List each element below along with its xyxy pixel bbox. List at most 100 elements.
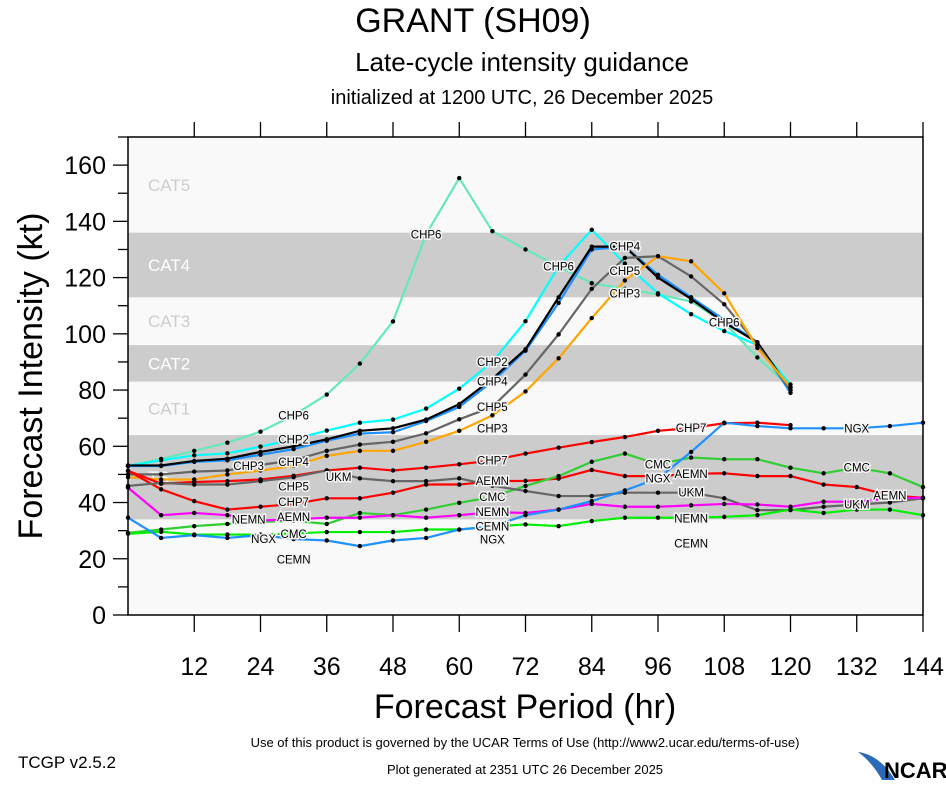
data-point xyxy=(423,439,429,444)
data-point xyxy=(589,518,594,524)
data-point xyxy=(490,483,495,488)
series-label: NGX xyxy=(480,534,505,546)
data-point xyxy=(523,247,528,252)
data-point xyxy=(423,232,429,237)
data-point xyxy=(755,502,760,507)
data-point xyxy=(291,517,296,522)
data-point xyxy=(324,437,329,442)
data-point xyxy=(523,512,528,518)
series-label: NGX xyxy=(646,473,671,485)
data-point xyxy=(655,476,661,481)
data-point xyxy=(622,278,628,283)
data-point xyxy=(225,507,230,512)
data-point xyxy=(158,472,164,477)
data-point xyxy=(390,417,396,422)
data-point xyxy=(556,493,561,499)
data-point xyxy=(490,524,495,529)
data-point xyxy=(357,428,363,434)
data-point xyxy=(457,512,462,518)
series-label: CHP6 xyxy=(411,229,442,241)
series-label: NGX xyxy=(844,423,869,435)
data-point xyxy=(357,529,363,535)
data-point xyxy=(390,426,396,431)
data-point xyxy=(324,521,329,527)
data-point xyxy=(324,496,329,501)
data-point xyxy=(589,281,594,286)
data-point xyxy=(589,467,594,473)
data-point xyxy=(225,440,230,445)
series-label: CHP5 xyxy=(610,266,641,278)
series-label: CHP7 xyxy=(278,497,309,509)
data-point xyxy=(324,448,329,453)
ncar-swoosh-icon xyxy=(858,752,895,780)
data-point xyxy=(523,478,528,484)
data-point xyxy=(291,475,296,480)
data-point xyxy=(423,515,429,520)
x-tick-label: 72 xyxy=(512,653,540,681)
data-point xyxy=(324,538,329,543)
data-point xyxy=(821,471,826,476)
data-point xyxy=(457,482,462,487)
data-point xyxy=(523,347,528,352)
band-label: CAT5 xyxy=(148,176,190,195)
data-point xyxy=(854,507,859,512)
data-point xyxy=(192,498,197,504)
y-tick-label: 100 xyxy=(64,321,106,349)
data-point xyxy=(258,468,263,473)
data-point xyxy=(722,501,727,507)
data-point xyxy=(457,500,462,506)
data-point xyxy=(788,385,793,390)
data-point xyxy=(490,404,495,410)
data-point xyxy=(722,320,727,325)
data-point xyxy=(357,515,363,520)
data-point xyxy=(523,451,528,456)
band-cat4 xyxy=(128,232,923,298)
data-point xyxy=(225,532,230,537)
data-point xyxy=(158,535,164,541)
data-point xyxy=(225,482,230,487)
series-label: CMC xyxy=(479,492,505,504)
chart-title: GRANT (SH09) xyxy=(355,2,591,40)
data-point xyxy=(324,453,329,459)
data-point xyxy=(523,389,528,394)
data-point xyxy=(390,512,396,518)
data-point xyxy=(357,476,363,481)
series-label: CHP6 xyxy=(709,318,740,330)
data-point xyxy=(192,453,197,458)
series-label: NEMN xyxy=(475,507,509,519)
series-label: CHP6 xyxy=(278,410,309,422)
x-tick-label: 48 xyxy=(379,653,407,681)
data-point xyxy=(854,465,859,470)
series-label: UKM xyxy=(844,499,870,511)
data-point xyxy=(390,439,396,444)
data-point xyxy=(390,430,396,435)
data-point xyxy=(556,523,561,529)
axes: 0 20 40 60 80 100 120 140 160 12 24 36 48 60 72 84 96 108… xyxy=(64,122,944,681)
data-point xyxy=(423,478,429,484)
series-label: CHP5 xyxy=(278,481,309,493)
data-point xyxy=(589,439,594,445)
data-point xyxy=(556,473,561,479)
series-label: CEMN xyxy=(475,521,509,533)
band-label: CAT3 xyxy=(148,312,190,331)
data-point xyxy=(556,300,561,306)
data-point xyxy=(622,515,628,520)
data-point xyxy=(291,413,296,418)
data-point xyxy=(357,496,363,501)
data-point xyxy=(192,469,197,474)
x-tick-label: 24 xyxy=(247,653,275,681)
data-point xyxy=(357,420,363,425)
data-point xyxy=(390,468,396,473)
plot-generated: Plot generated at 2351 UTC 26 December 2… xyxy=(387,762,663,777)
data-point xyxy=(192,482,197,487)
data-point xyxy=(225,451,230,456)
series-label: CHP4 xyxy=(278,457,309,469)
data-point xyxy=(324,515,329,520)
data-point xyxy=(490,228,495,234)
data-point xyxy=(490,359,495,365)
x-tick-label: 132 xyxy=(836,653,878,681)
ncar-logo-text: NCAR xyxy=(884,758,946,780)
data-point xyxy=(589,459,594,464)
data-point xyxy=(225,456,230,461)
data-point xyxy=(357,361,363,366)
